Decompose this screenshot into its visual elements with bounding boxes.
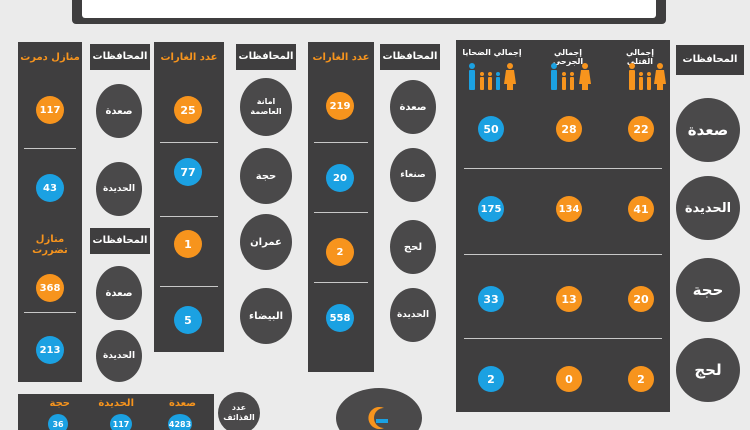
raids-b-gov-circle: الحديدة: [390, 288, 436, 342]
raids-b-gov-circle: لحج: [390, 220, 436, 274]
raids-a-gov-circle: امانة العاصمة: [240, 78, 292, 136]
shells-value: 36: [48, 414, 68, 430]
destroyed-label: منازل دمرت: [20, 52, 80, 63]
raids-a-value: 25: [174, 96, 202, 124]
destroyed-value: 43: [36, 174, 64, 202]
victims-label: إجمالي الضحايا: [462, 48, 522, 57]
shells-label-circle: عدد القذائف: [218, 392, 260, 430]
houses-gov-label-top: المحافظات: [90, 44, 150, 70]
victims-value: 50: [478, 116, 504, 142]
raids-a-gov-circle: البيضاء: [240, 288, 292, 344]
shells-panel: صعدة الحديدة حجة 4283 117 36: [18, 394, 214, 430]
raids-b-gov-circle: صعدة: [390, 80, 436, 134]
raids-a-value: 77: [174, 158, 202, 186]
killed-label: إجمالي القتلى: [626, 48, 654, 66]
houses-gov-circle: صعدة: [96, 266, 142, 320]
damaged-label: منازل تضررت: [32, 234, 68, 256]
destroyed-value: 117: [36, 96, 64, 124]
wounded-value: 134: [556, 196, 582, 222]
raids-a-value: 5: [174, 306, 202, 334]
houses-gov-label-bottom: المحافظات: [90, 228, 150, 254]
damaged-value: 368: [36, 274, 64, 302]
killed-family-icon: [629, 63, 666, 90]
shells-gov-name: حجة: [49, 398, 70, 409]
raids-a-value: 1: [174, 230, 202, 258]
crescent-logo-icon: [368, 407, 388, 429]
shells-value: 117: [110, 414, 132, 430]
casualties-gov-circle: الحديدة: [676, 176, 740, 240]
raids-a-gov-circle: عمران: [240, 214, 292, 270]
raids-a-gov-label: المحافظات: [236, 44, 296, 70]
top-banner: [72, 0, 666, 24]
casualties-panel: إجمالي القتلى إجمالي الجرحى إجمالي الضحا…: [456, 40, 670, 412]
raids-a-gov-circle: حجة: [240, 148, 292, 204]
wounded-label: إجمالي الجرحى: [552, 48, 584, 66]
wounded-value: 13: [556, 286, 582, 312]
houses-gov-circle: صعدة: [96, 84, 142, 138]
raids-b-gov-circle: صنعاء: [390, 148, 436, 202]
raids-b-panel: عدد الغارات 219 20 2 558: [308, 42, 374, 372]
killed-value: 22: [628, 116, 654, 142]
top-banner-text: [82, 0, 656, 18]
casualties-gov-circle: لحج: [676, 338, 740, 402]
raids-a-header: عدد الغارات: [160, 52, 218, 63]
killed-value: 41: [628, 196, 654, 222]
raids-b-value: 20: [326, 164, 354, 192]
casualties-gov-label: المحافظات: [676, 45, 744, 75]
damaged-value: 213: [36, 336, 64, 364]
casualties-gov-circle: صعدة: [676, 98, 740, 162]
shells-gov-name: الحديدة: [98, 398, 134, 409]
houses-gov-circle: الحديدة: [96, 162, 142, 216]
wounded-value: 0: [556, 366, 582, 392]
raids-b-value: 219: [326, 92, 354, 120]
logo: [336, 388, 422, 430]
wounded-family-icon: [551, 63, 591, 90]
wounded-value: 28: [556, 116, 582, 142]
raids-b-gov-label: المحافظات: [380, 44, 440, 70]
raids-b-value: 558: [326, 304, 354, 332]
killed-value: 20: [628, 286, 654, 312]
killed-value: 2: [628, 366, 654, 392]
houses-gov-circle: الحديدة: [96, 330, 142, 382]
victims-value: 33: [478, 286, 504, 312]
raids-b-header: عدد الغارات: [312, 52, 370, 63]
raids-b-value: 2: [326, 238, 354, 266]
casualties-gov-circle: حجة: [676, 258, 740, 322]
houses-panel: منازل دمرت منازل تضررت 117 43 368 213: [18, 42, 82, 382]
victims-value: 175: [478, 196, 504, 222]
shells-gov-name: صعدة: [169, 398, 196, 409]
victims-value: 2: [478, 366, 504, 392]
raids-a-panel: عدد الغارات 25 77 1 5: [154, 42, 224, 352]
shells-value: 4283: [168, 414, 192, 430]
victims-family-icon: [469, 63, 516, 90]
